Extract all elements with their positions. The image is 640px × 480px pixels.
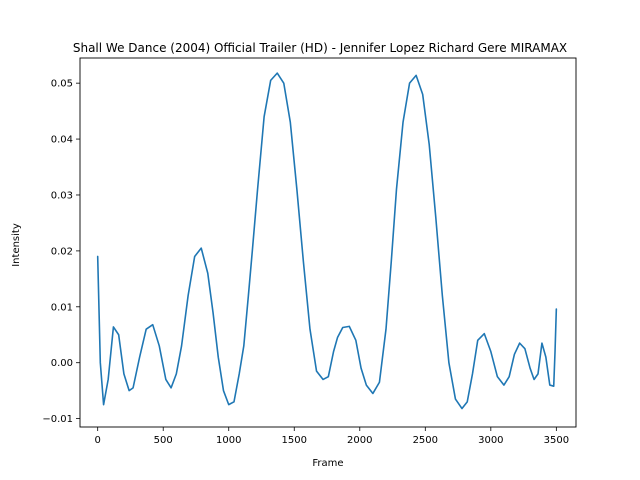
y-axis-label: Intensity <box>11 223 22 267</box>
axes-frame <box>79 57 577 428</box>
x-tick-label-1: 500 <box>154 435 173 446</box>
y-tick-label-3: 0.02 <box>51 246 73 257</box>
x-tick-label-2: 1000 <box>216 435 241 446</box>
x-tick-label-7: 3500 <box>544 435 569 446</box>
x-tick-label-6: 3000 <box>478 435 503 446</box>
plot-area: 0 500 1000 1500 2000 2500 3000 3500 −0.01 0.00 0.0… <box>42 57 577 446</box>
chart-title: Shall We Dance (2004) Official Trailer (… <box>73 41 567 55</box>
y-tick-label-0: −0.01 <box>42 414 73 425</box>
x-tick-label-3: 1500 <box>282 435 307 446</box>
x-tick-label-4: 2000 <box>347 435 372 446</box>
y-tick-label-6: 0.05 <box>51 79 73 90</box>
y-tick-label-2: 0.01 <box>51 302 73 313</box>
x-axis-label: Frame <box>312 458 343 469</box>
y-tick-label-1: 0.00 <box>51 358 73 369</box>
y-tick-label-4: 0.03 <box>51 190 73 201</box>
x-tick-label-0: 0 <box>95 435 101 446</box>
x-tick-label-5: 2500 <box>413 435 438 446</box>
series-line-0 <box>96 72 558 410</box>
y-tick-label-5: 0.04 <box>51 135 73 146</box>
